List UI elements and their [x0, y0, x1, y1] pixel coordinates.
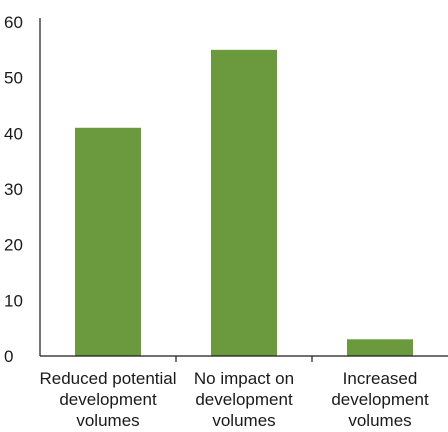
y-tick-label: 0	[4, 347, 13, 366]
x-category-label-line: volumes	[76, 411, 139, 427]
bar	[347, 339, 413, 356]
x-category-label-line: development	[59, 390, 157, 409]
y-tick-label: 10	[4, 291, 23, 310]
x-category-label-line: Reduced potential	[39, 369, 176, 388]
x-category-label-line: development	[195, 390, 293, 409]
axes-group	[39, 18, 448, 362]
bar	[211, 49, 277, 356]
x-category-label-line: volumes	[348, 411, 411, 427]
x-category-label-line: development	[331, 390, 429, 409]
x-category-label: Increased development volumes	[331, 369, 429, 427]
bars-group	[75, 49, 413, 357]
y-tick-label: 60	[4, 13, 23, 32]
x-category-label-line: volumes	[212, 411, 275, 427]
y-tick-label: 30	[4, 180, 23, 199]
x-category-label: No impact on development volumes	[194, 369, 294, 427]
x-category-label: Reduced potential development volumes	[39, 369, 176, 427]
bar	[75, 127, 141, 357]
y-tick-label: 50	[4, 69, 23, 88]
y-tick-label: 40	[4, 124, 23, 143]
y-axis-ticks: 0 10 20 30 40 50 60	[4, 13, 23, 366]
x-category-label-line: No impact on	[194, 369, 294, 388]
y-tick-label: 20	[4, 236, 23, 255]
x-category-label-line: Increased	[343, 369, 418, 388]
